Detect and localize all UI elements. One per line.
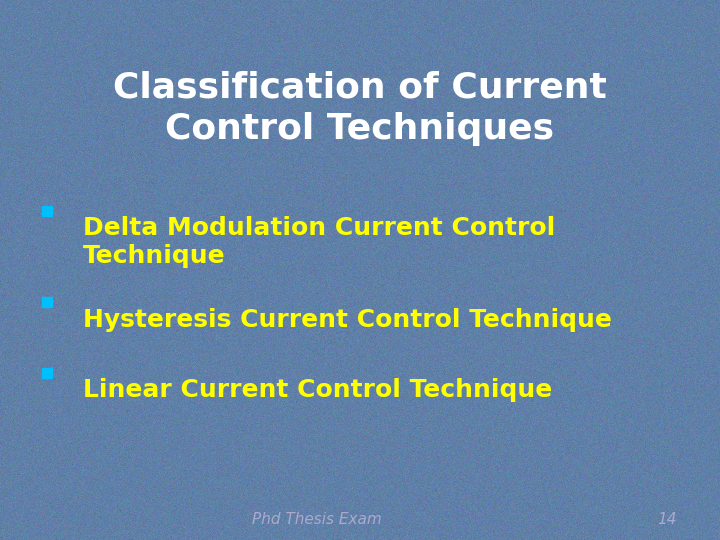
Text: Hysteresis Current Control Technique: Hysteresis Current Control Technique xyxy=(83,308,612,332)
Text: Classification of Current
Control Techniques: Classification of Current Control Techni… xyxy=(113,70,607,146)
Text: Delta Modulation Current Control
Technique: Delta Modulation Current Control Techniq… xyxy=(83,216,555,268)
Text: 14: 14 xyxy=(657,511,677,526)
Text: Phd Thesis Exam: Phd Thesis Exam xyxy=(252,511,382,526)
Text: Linear Current Control Technique: Linear Current Control Technique xyxy=(83,378,552,402)
